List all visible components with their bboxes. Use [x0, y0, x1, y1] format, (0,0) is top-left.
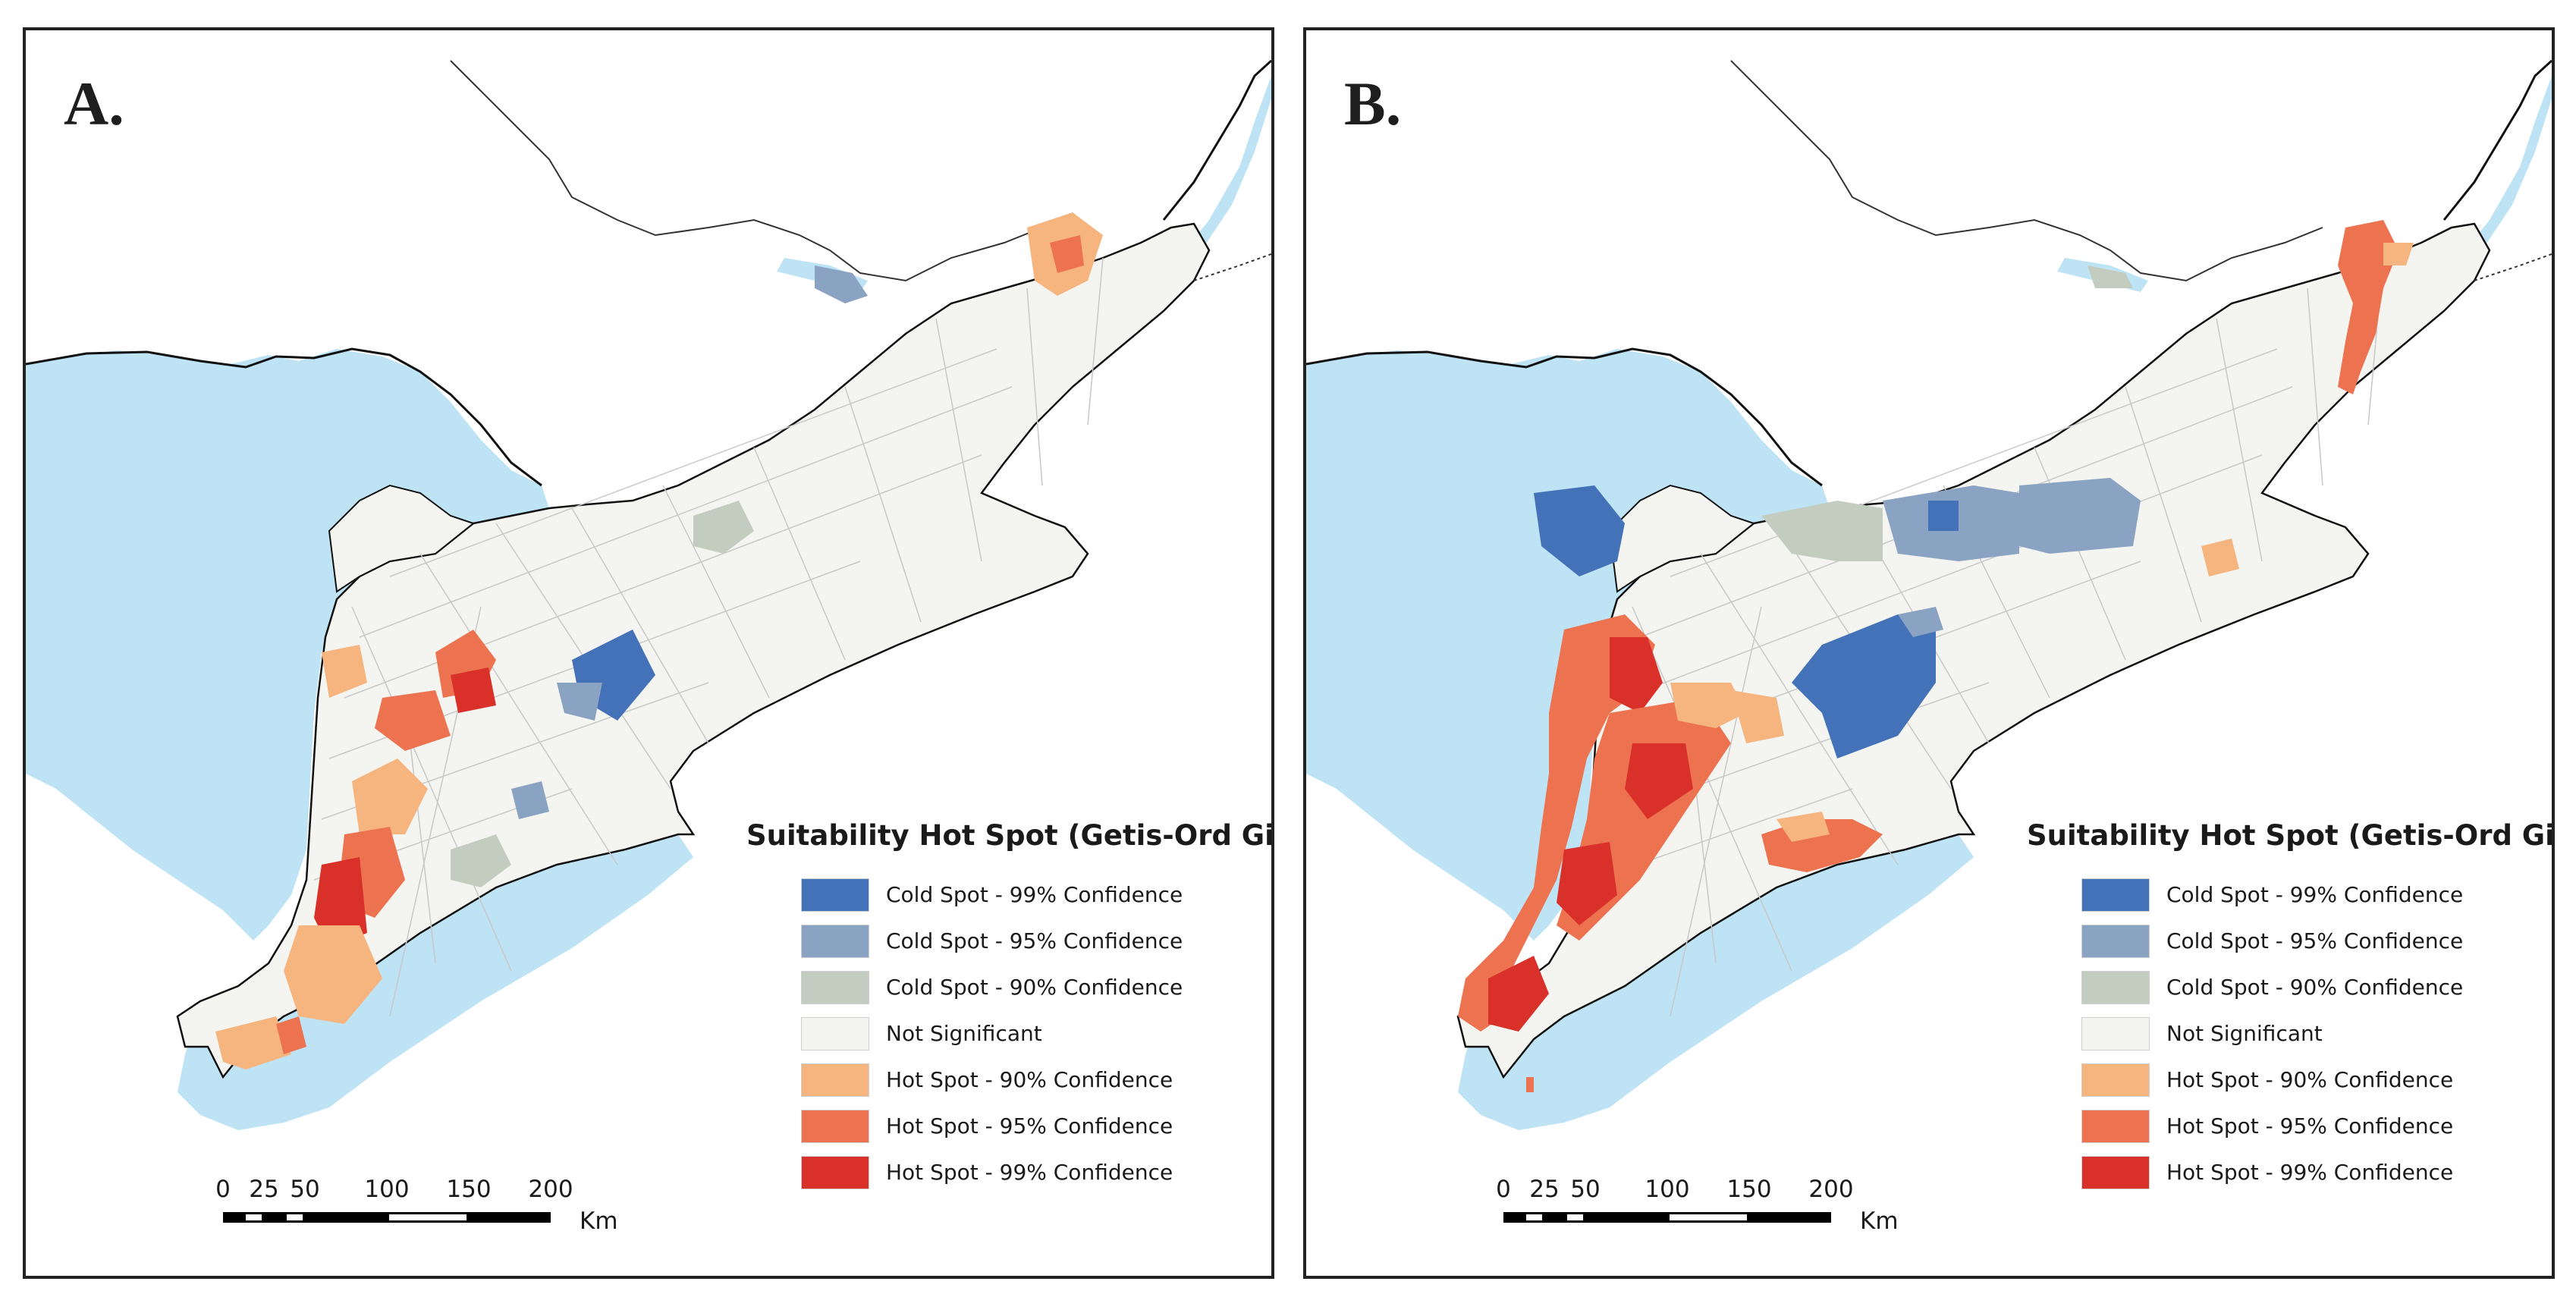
scale-tick: 50 [290, 1176, 320, 1203]
legend-label: Hot Spot - 95% Confidence [2166, 1113, 2454, 1139]
scale-segment [305, 1212, 387, 1223]
scale-tick: 0 [215, 1176, 231, 1203]
legend-swatch [801, 924, 869, 958]
legend-label: Cold Spot - 95% Confidence [2166, 928, 2464, 953]
panel-label: A. [64, 69, 124, 138]
scale-segment [1585, 1212, 1667, 1223]
legend-swatch [2081, 878, 2150, 912]
legend-swatch [801, 1016, 869, 1051]
scale-segment [1565, 1212, 1585, 1223]
legend-item: Hot Spot - 90% Confidence [746, 1057, 1271, 1103]
legend-item: Cold Spot - 99% Confidence [2027, 872, 2552, 918]
hotspot-regions-b [1458, 220, 2414, 1092]
legend: Suitability Hot Spot (Getis-Ord Gi*) Col… [746, 819, 1274, 1195]
scale-tick: 25 [1529, 1176, 1560, 1203]
scale-bar: 0 25 50 100 150 200 Km [1496, 1176, 1913, 1236]
legend-swatch [2081, 924, 2150, 958]
legend-title: Suitability Hot Spot (Getis-Ord Gi*) [746, 819, 1274, 852]
map-panel-b: B. Suitability Hot Spot (Getis-Ord Gi*) … [1303, 27, 2555, 1279]
legend-item: Cold Spot - 99% Confidence [746, 872, 1271, 918]
hotspot-regions-a [215, 212, 1103, 1069]
legend-swatch [801, 1109, 869, 1143]
scale-segment [223, 1212, 243, 1223]
scale-segment [387, 1212, 469, 1223]
legend-swatch [801, 1155, 869, 1189]
scale-segment [284, 1212, 305, 1223]
legend: Suitability Hot Spot (Getis-Ord Gi*) Col… [2027, 819, 2555, 1195]
legend-item: Cold Spot - 90% Confidence [2027, 964, 2552, 1010]
scale-segment [243, 1212, 264, 1223]
scale-unit: Km [1860, 1208, 1899, 1235]
legend-swatch [2081, 1155, 2150, 1189]
scale-tick: 200 [528, 1176, 573, 1203]
scale-tick: 100 [364, 1176, 410, 1203]
legend-swatch [2081, 1109, 2150, 1143]
legend-label: Hot Spot - 90% Confidence [886, 1067, 1173, 1092]
scale-tick: 25 [249, 1176, 279, 1203]
scale-tick: 100 [1645, 1176, 1690, 1203]
legend-label: Hot Spot - 99% Confidence [2166, 1160, 2454, 1185]
scale-unit: Km [580, 1208, 618, 1235]
scale-segment [1749, 1212, 1831, 1223]
scale-segment [1544, 1212, 1565, 1223]
legend-swatch [2081, 970, 2150, 1004]
legend-label: Hot Spot - 99% Confidence [886, 1160, 1173, 1185]
legend-label: Cold Spot - 95% Confidence [886, 928, 1183, 953]
panel-label: B. [1344, 69, 1402, 138]
legend-label: Cold Spot - 99% Confidence [2166, 882, 2464, 907]
scale-tick: 150 [1726, 1176, 1772, 1203]
legend-item: Not Significant [2027, 1010, 2552, 1057]
legend-item: Hot Spot - 99% Confidence [2027, 1149, 2552, 1195]
scale-tick: 150 [446, 1176, 492, 1203]
legend-swatch [801, 878, 869, 912]
legend-title: Suitability Hot Spot (Getis-Ord Gi*) [2027, 819, 2555, 852]
scale-segment [469, 1212, 551, 1223]
legend-item: Not Significant [746, 1010, 1271, 1057]
legend-item: Cold Spot - 95% Confidence [2027, 918, 2552, 964]
map-panel-a: A. Suitability Hot Spot (Getis-Ord Gi*) … [23, 27, 1274, 1279]
legend-label: Hot Spot - 95% Confidence [886, 1113, 1173, 1139]
legend-item: Hot Spot - 95% Confidence [2027, 1103, 2552, 1149]
legend-item: Cold Spot - 95% Confidence [746, 918, 1271, 964]
legend-swatch [801, 970, 869, 1004]
scale-segment [1667, 1212, 1749, 1223]
scale-tick: 200 [1808, 1176, 1854, 1203]
scale-segment [264, 1212, 284, 1223]
legend-label: Cold Spot - 99% Confidence [886, 882, 1183, 907]
scale-segment [1503, 1212, 1524, 1223]
scale-tick: 0 [1496, 1176, 1511, 1203]
legend-label: Not Significant [886, 1021, 1042, 1046]
legend-swatch [2081, 1063, 2150, 1097]
scale-bar: 0 25 50 100 150 200 Km [215, 1176, 633, 1236]
legend-item: Hot Spot - 90% Confidence [2027, 1057, 2552, 1103]
map-a [26, 30, 1271, 1276]
legend-label: Cold Spot - 90% Confidence [2166, 975, 2464, 1000]
legend-label: Cold Spot - 90% Confidence [886, 975, 1183, 1000]
scale-tick: 50 [1570, 1176, 1601, 1203]
legend-label: Hot Spot - 90% Confidence [2166, 1067, 2454, 1092]
legend-item: Cold Spot - 90% Confidence [746, 964, 1271, 1010]
legend-item: Hot Spot - 99% Confidence [746, 1149, 1271, 1195]
legend-swatch [2081, 1016, 2150, 1051]
scale-segment [1524, 1212, 1544, 1223]
legend-item: Hot Spot - 95% Confidence [746, 1103, 1271, 1149]
legend-label: Not Significant [2166, 1021, 2323, 1046]
map-b [1306, 30, 2552, 1276]
legend-swatch [801, 1063, 869, 1097]
